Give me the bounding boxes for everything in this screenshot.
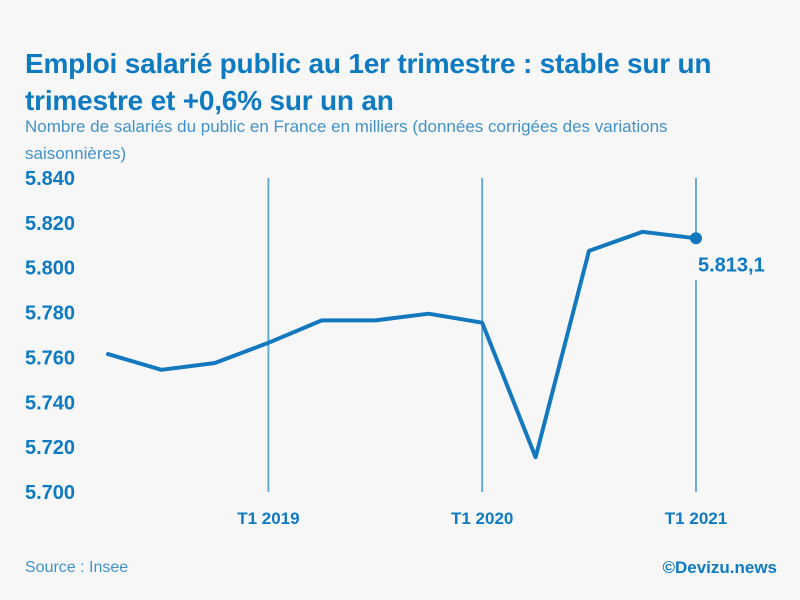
y-tick-label: 5.800 [25, 258, 75, 280]
line-chart: 5.840 5.820 5.800 5.780 5.760 5.740 5.720 5.700… [0, 160, 800, 540]
y-tick-label: 5.720 [25, 437, 75, 459]
source-label: Source : Insee [25, 559, 129, 576]
end-value-label: 5.813,1 [698, 254, 765, 276]
last-point-marker [690, 232, 702, 245]
y-tick-label: 5.700 [25, 482, 75, 504]
employment-line-series [106, 229, 698, 460]
y-tick-label: 5.820 [25, 213, 75, 235]
chart-subtitle: Nombre de salariés du public en France e… [25, 117, 668, 163]
x-tick-label: T1 2021 [665, 509, 727, 528]
x-tick-label: T1 2019 [237, 509, 299, 528]
y-tick-label: 5.780 [25, 303, 75, 325]
y-tick-label: 5.740 [25, 392, 75, 414]
y-tick-label: 5.760 [25, 347, 75, 369]
brand-credit: ©Devizu.news [662, 558, 777, 577]
x-tick-label: T1 2020 [451, 509, 513, 528]
chart-title: Emploi salarié public au 1er trimestre :… [25, 47, 712, 116]
chart-canvas: 5.840 5.820 5.800 5.780 5.760 5.740 5.720 5.700… [25, 168, 765, 528]
y-tick-label: 5.840 [25, 168, 75, 190]
